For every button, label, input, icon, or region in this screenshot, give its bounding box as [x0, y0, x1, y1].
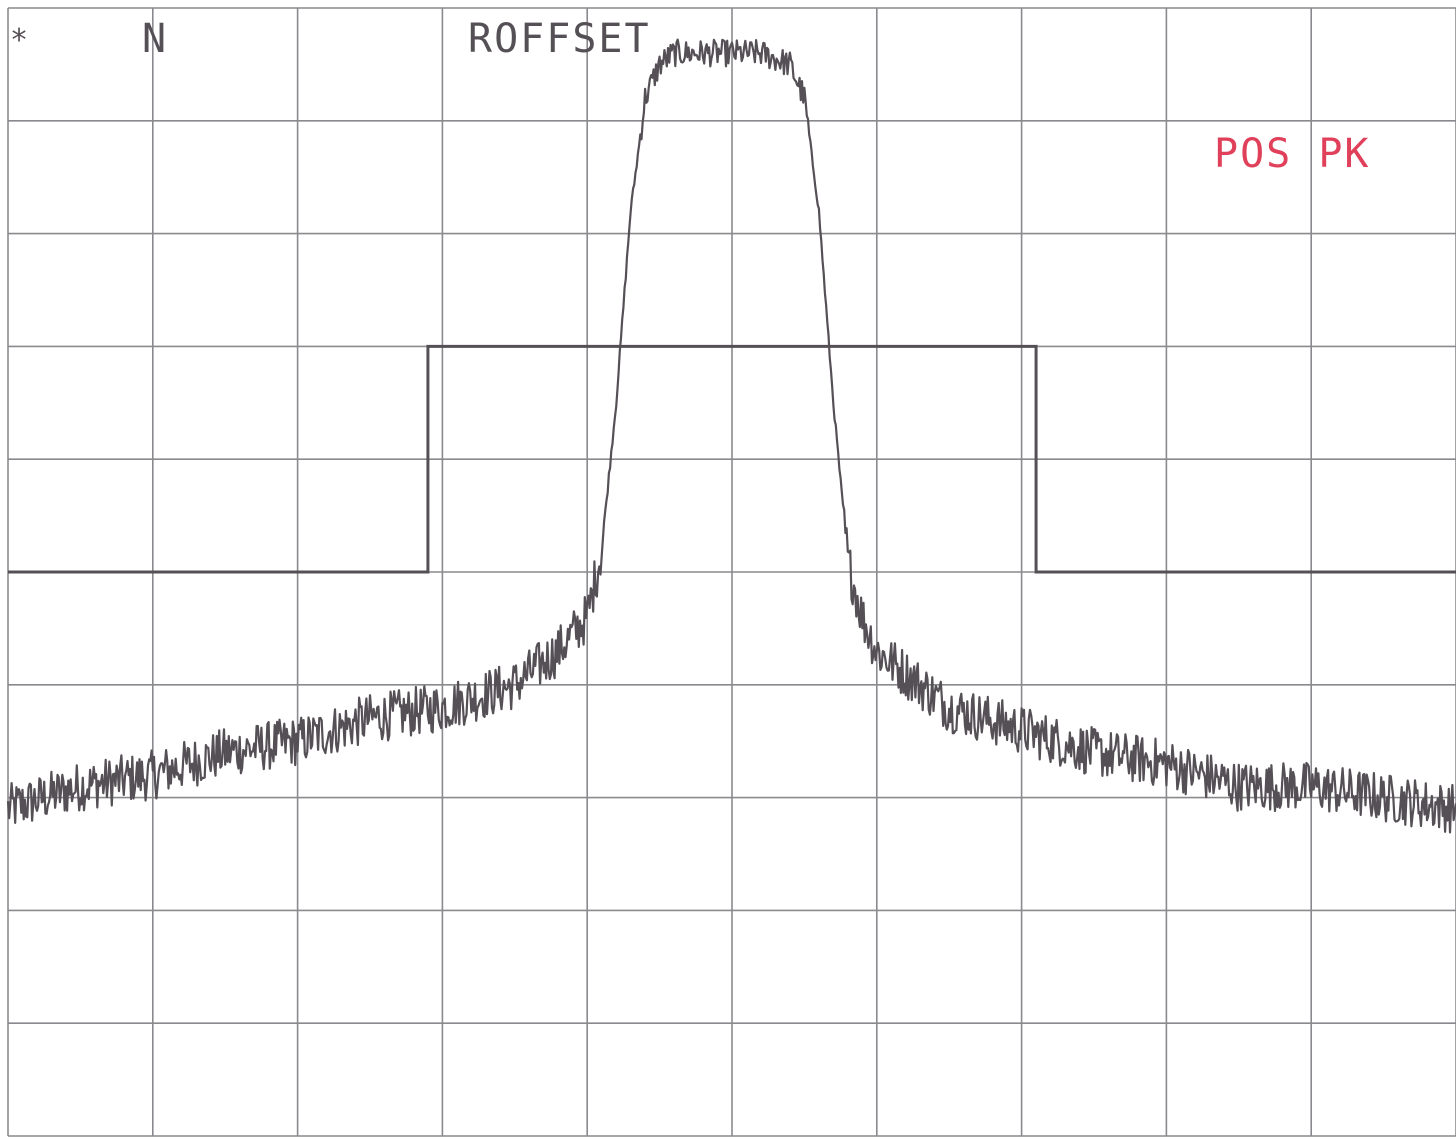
- reference-offset-label: ROFFSET: [468, 16, 651, 62]
- spectrum-trace: [6, 38, 1456, 834]
- top-left-label: N: [142, 16, 168, 62]
- detector-mode-label: POS PK: [1214, 131, 1371, 177]
- mask-limit-line: [8, 344, 1456, 574]
- spectrum-polyline: [6, 38, 1456, 834]
- mask-polyline: [8, 344, 1456, 574]
- marker-asterisk: *: [10, 23, 30, 58]
